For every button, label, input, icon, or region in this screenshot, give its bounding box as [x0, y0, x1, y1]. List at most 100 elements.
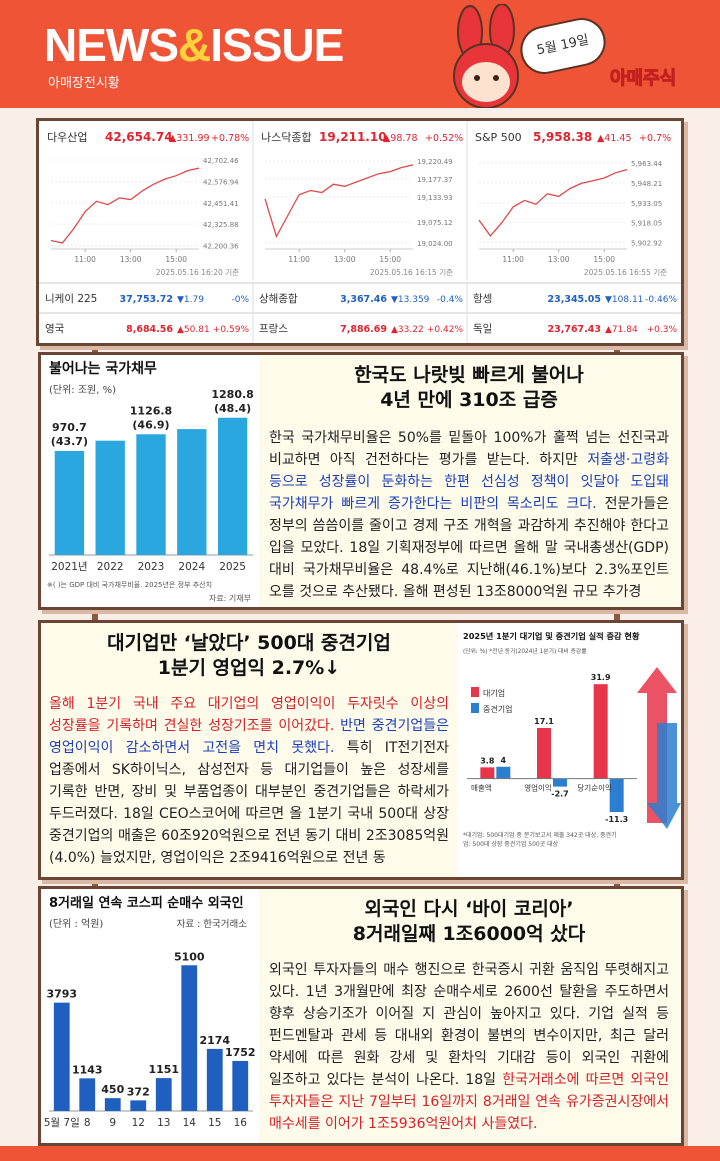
bar [104, 1098, 121, 1111]
x-tick-label: 11:00 [288, 255, 310, 264]
x-tick-label: 11:00 [74, 255, 96, 264]
index-line [50, 167, 200, 244]
bar [79, 1078, 96, 1111]
index-change: ▲71.84 [605, 325, 638, 335]
x-tick-label: 5월 7일 [44, 1116, 80, 1129]
index-line [264, 164, 414, 239]
title-amp: & [178, 19, 211, 71]
header-title: NEWS&ISSUE [44, 18, 344, 72]
chart-unit: (단위: %) *전년 동기(2024년 1분기) 대비 증감률 [463, 647, 587, 655]
bar [206, 1048, 223, 1111]
index-change: ▼13.359 [391, 295, 430, 305]
value-label: 970.7 [52, 421, 87, 434]
debt-chart: 불어나는 국가채무 (단위: 조원, %) 2021년 970.7(43.7) 2022… [41, 355, 259, 607]
y-tick-label: 19,220.49 [417, 158, 453, 166]
value-label: 5100 [174, 950, 205, 963]
bar [537, 727, 551, 779]
value-label: 1143 [72, 1063, 103, 1076]
x-tick-label: 15 [208, 1117, 221, 1129]
x-tick-label: 8 [84, 1117, 91, 1129]
bar [136, 434, 166, 555]
value-label: -2.7 [551, 790, 569, 799]
index-name: 나스닥종합 [261, 131, 312, 144]
connector [92, 876, 98, 888]
article-body: 외국인 투자자들의 매수 행진으로 한국증시 귀환 움직임 뚜렷해지고 있다. … [269, 959, 669, 1137]
text-run: 전문가들은 정부의 씀씀이를 줄이고 경제 구조 개혁을 과감하게 추진해야 한… [269, 496, 669, 600]
value-label: 1151 [148, 1063, 179, 1076]
article-body: 올해 1분기 국내 주요 대기업의 영업이익이 두자릿수 이상의 성장률을 기록… [49, 693, 449, 871]
legend-swatch [471, 703, 479, 713]
footer-band [0, 1146, 720, 1161]
earnings-chart: 2025년 1분기 대기업 및 중견기업 실적 증감 현황 (단위: %) *전년… [457, 623, 681, 877]
x-tick-label: 13:00 [334, 255, 356, 264]
timestamp: 2025.05.16 16:15 기준 [370, 268, 453, 277]
bar [496, 766, 511, 779]
index-change: ▲33.22 [391, 325, 424, 335]
y-tick-label: 42,576.94 [203, 178, 239, 186]
y-tick-label: 5,918.05 [631, 220, 662, 228]
index-name: 항셍 [473, 293, 492, 305]
text-run: 외국인 투자자들의 매수 행진으로 한국증시 귀환 움직임 뚜렷해지고 있다. … [269, 962, 669, 1088]
x-tick-label: 9 [109, 1117, 116, 1129]
y-tick-label: 42,200.36 [203, 243, 239, 251]
value-label: 1126.8 [130, 404, 172, 417]
value-label: 3.8 [480, 756, 495, 765]
index-value: 5,958.38 [533, 130, 592, 144]
timestamp: 2025.05.16 16:20 기준 [156, 268, 239, 277]
value-label: 1752 [225, 1046, 256, 1059]
bar [155, 1078, 172, 1111]
x-tick-label: 15:00 [379, 255, 401, 264]
chart-unit: (단위 : 억원) [49, 917, 103, 930]
bar [177, 429, 207, 555]
x-tick-label: 13:00 [548, 255, 570, 264]
x-tick-label: 2025 [219, 561, 246, 573]
index-change: ▲98.78 [383, 133, 418, 144]
index-value: 23,345.05 [548, 294, 602, 305]
bar [95, 440, 125, 555]
connector [614, 876, 620, 888]
index-name: 영국 [45, 323, 65, 335]
index-name: 상해종합 [259, 292, 298, 305]
index-change: ▼108.11 [605, 295, 643, 305]
headline: 4년 만에 310조 급증 [380, 389, 558, 411]
section-1: 불어나는 국가채무 (단위: 조원, %) 2021년 970.7 (43.7) 2022… [38, 352, 684, 610]
value-label: 1280.8 [211, 388, 253, 401]
legend-label: 대기업 [483, 689, 505, 698]
y-tick-label: 19,133.93 [417, 194, 453, 202]
headline-box: 외국인 다시 ‘바이 코리아’ 8거래일째 1조6000억 샀다 [269, 897, 669, 947]
index-value: 42,654.74 [105, 130, 173, 144]
header: NEWS&ISSUE 아매장전시황 5월 19일 아매주식 [0, 0, 720, 108]
x-tick-label: 당기순이익 [577, 783, 612, 793]
x-tick-label: 2024 [178, 561, 205, 573]
text-run: 특히 IT전기전자 업종에서 SK하이닉스, 삼성전자 등 대기업들이 높은 성… [49, 740, 449, 866]
chart-title: 2025년 1분기 대기업 및 중견기업 실적 증감 현황 [463, 631, 640, 641]
foreign-buy-chart: 8거래일 연속 코스피 순매수 외국인 (단위 : 억원) 자료 : 한국거래소 5월… [41, 889, 259, 1143]
arrow-down [647, 723, 681, 829]
x-tick-label: 영업이익 [524, 783, 552, 793]
index-pct: +0.42% [427, 325, 464, 335]
value-label: 372 [127, 1085, 150, 1098]
bar [53, 1002, 70, 1111]
article-body: 한국 국가채무비율은 50%를 밑돌아 100%가 훌쩍 넘는 선진국과 비교하… [269, 427, 669, 603]
chart-unit: (단위: 조원, %) [49, 383, 116, 396]
ratio-label: (46.9) [132, 418, 169, 431]
bar [232, 1060, 249, 1111]
headline: 8거래일째 1조6000억 샀다 [352, 923, 586, 945]
y-tick-label: 5,902.92 [631, 240, 662, 248]
connector [614, 340, 620, 354]
title-news: NEWS [44, 19, 179, 71]
value-label: 3793 [46, 988, 77, 1001]
x-tick-label: 11:00 [502, 255, 524, 264]
index-pct: -0% [231, 295, 249, 305]
index-pct: +0.59% [213, 325, 250, 335]
bar [480, 767, 495, 779]
chart-note-box: *대기업: 500대기업 중 분기보고서 제출 342곳 대상, 중견기업: 5… [463, 832, 617, 848]
x-tick-label: 2022 [97, 561, 124, 573]
y-tick-label: 19,177.37 [417, 176, 453, 184]
headline: 대기업만 ‘날았다’ 500대 중견기업 [107, 632, 391, 654]
y-tick-label: 42,325.88 [203, 221, 239, 229]
index-value: 8,684.56 [126, 324, 173, 335]
index-pct: -0.46% [645, 295, 677, 305]
x-tick-label: 13 [157, 1117, 170, 1129]
